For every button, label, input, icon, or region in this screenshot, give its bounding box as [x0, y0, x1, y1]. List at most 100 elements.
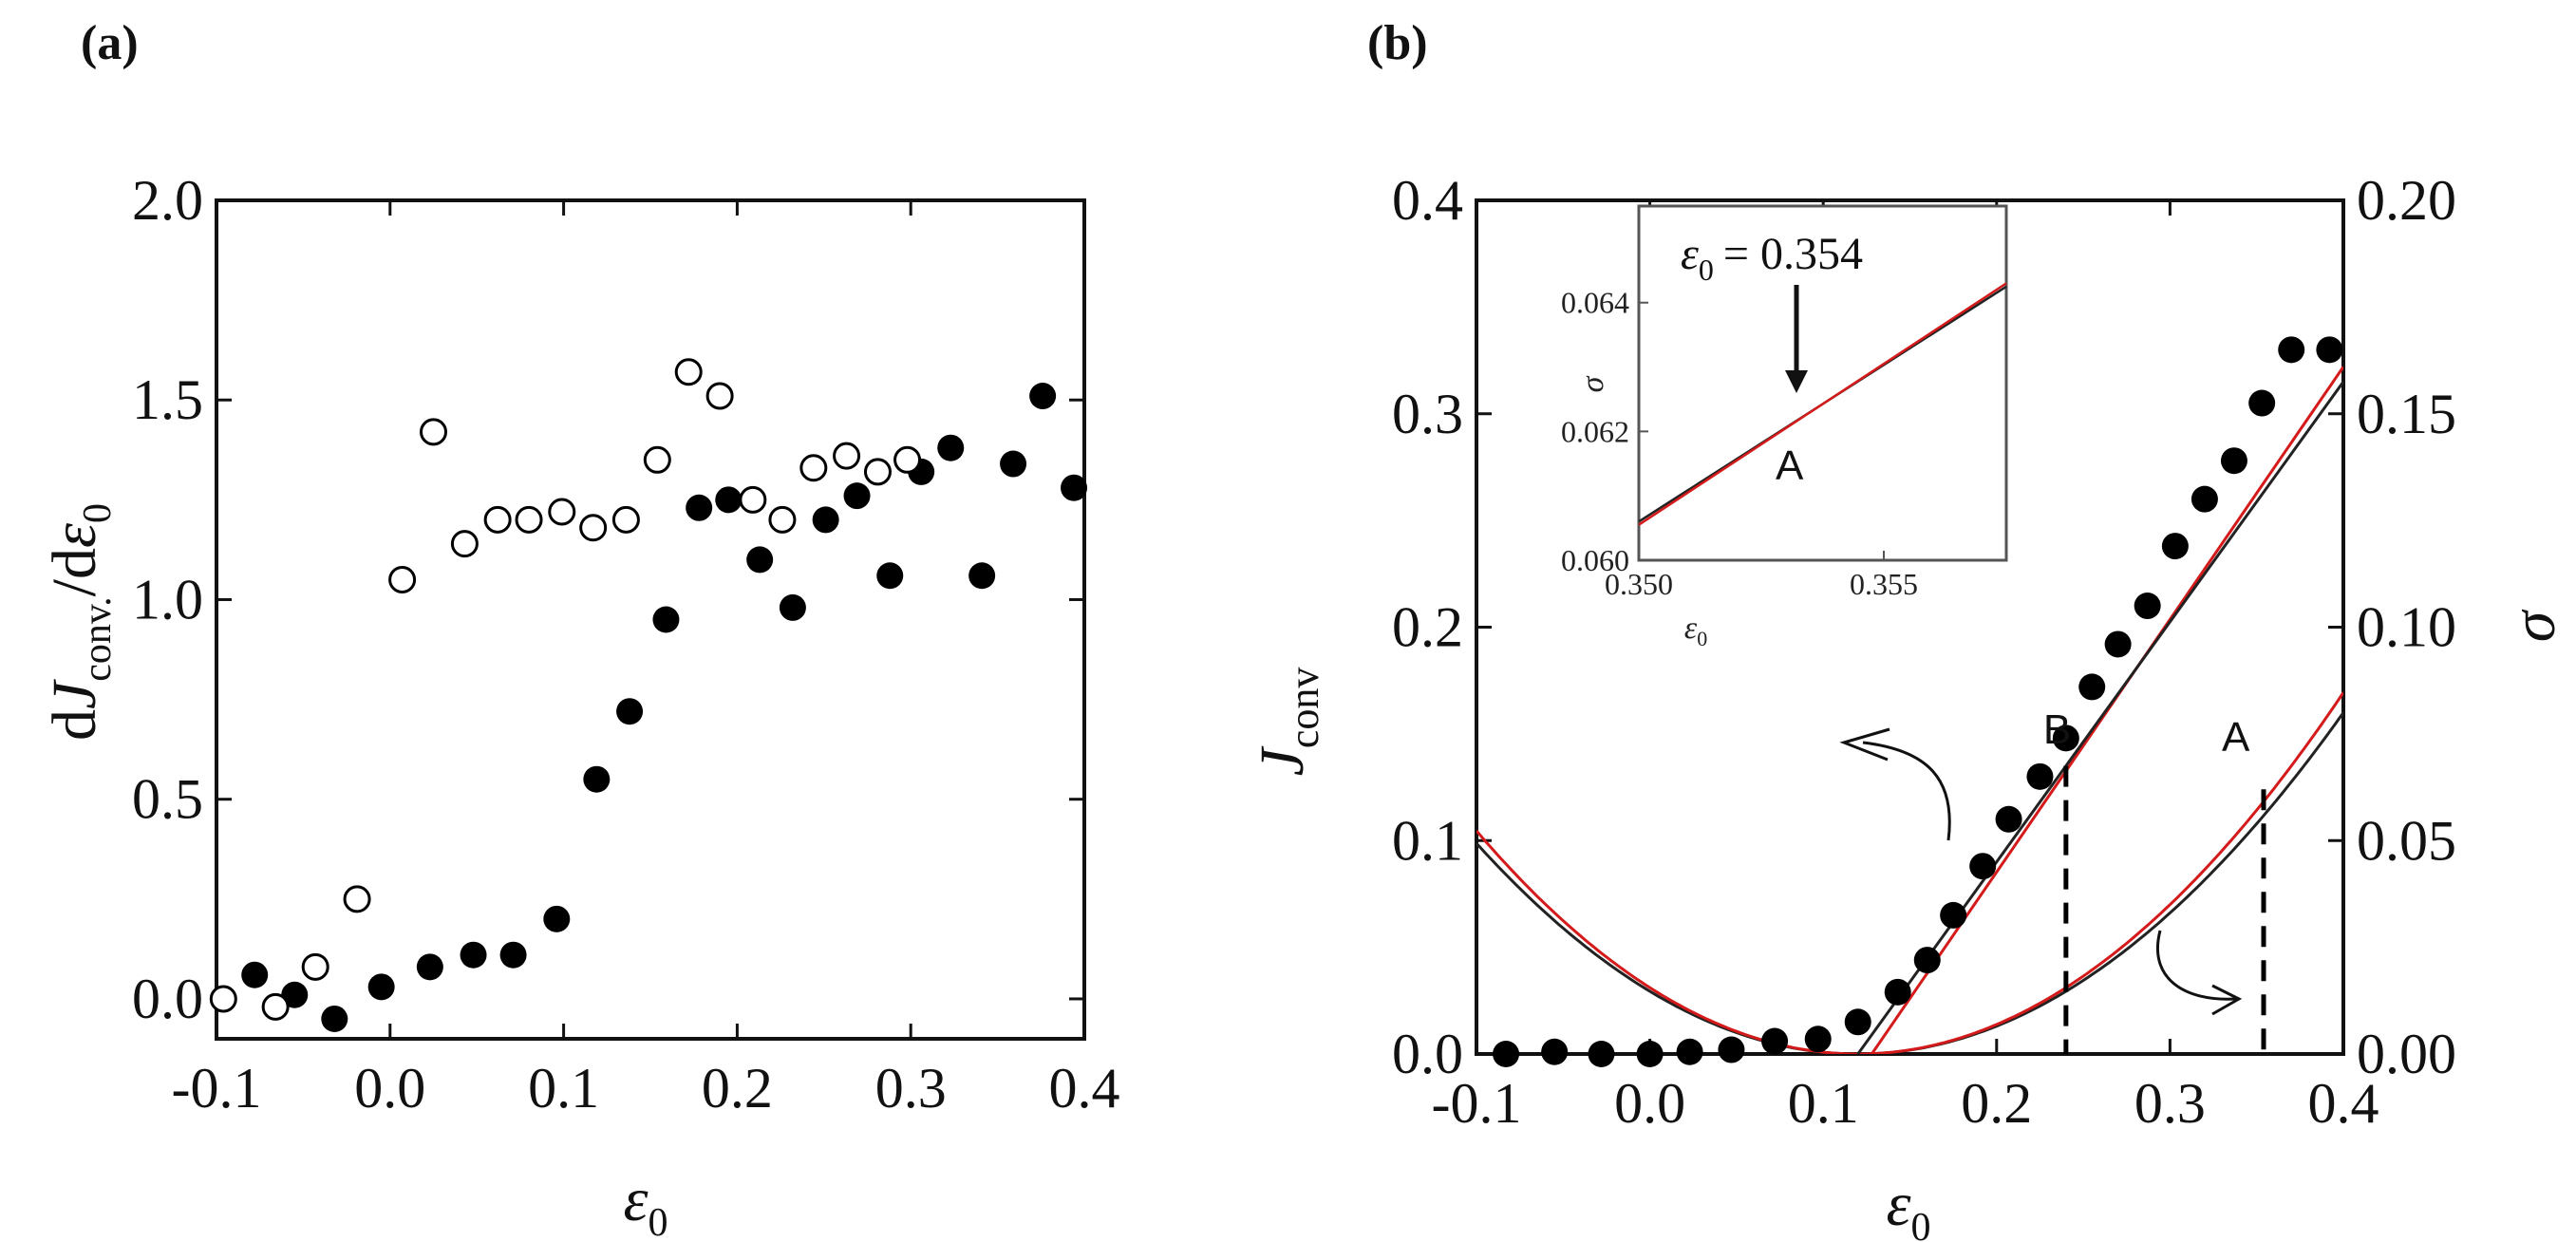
- filled-point: [367, 973, 395, 1001]
- inset-y-tick-label: 0.062: [1561, 414, 1629, 448]
- y-tick-label: 0.5: [132, 768, 203, 831]
- x-tick-label: 0.0: [1614, 1072, 1685, 1135]
- x-tick-label: 0.4: [2308, 1072, 2379, 1135]
- inset-lines: [1638, 282, 2007, 526]
- j-point: [2316, 336, 2343, 364]
- open-point: [674, 358, 703, 386]
- j-point: [2278, 336, 2305, 364]
- inset-line: [1638, 282, 2007, 526]
- x-tick-label: 0.0: [354, 1057, 425, 1120]
- filled-point: [968, 562, 996, 590]
- inset-frame: [1637, 204, 2008, 562]
- open-point: [388, 565, 417, 593]
- inset-annotation: ε0 = 0.354: [1681, 229, 1863, 287]
- filled-point: [843, 482, 871, 510]
- x-tick-label: 0.2: [702, 1057, 773, 1120]
- filled-point: [543, 905, 571, 932]
- x-tick-label: -0.1: [1432, 1072, 1522, 1135]
- filled-point: [937, 434, 965, 461]
- panel-b-ylabel-left: Jconv: [1248, 668, 1327, 777]
- y-right-tick-label: 0.05: [2357, 809, 2456, 872]
- y-tick-label: 0.0: [132, 968, 203, 1030]
- open-point: [209, 985, 237, 1013]
- inset-x-tick-label: 0.355: [1850, 567, 1918, 601]
- x-tick-label: 0.1: [528, 1057, 599, 1120]
- panel-a-frame: [215, 198, 1086, 1041]
- left-curved-arrow: [1862, 741, 1951, 841]
- j-point: [2161, 533, 2189, 560]
- inset-x-tick-label: 0.350: [1605, 567, 1673, 601]
- panel-b-chart: -0.1 0.0 0.1 0.2 0.3 0.40.00.10.20.30.40.000.…: [1248, 169, 2568, 1242]
- panel-b-label: (b): [1367, 16, 1428, 70]
- panel-a-xlabel: ε0: [623, 1165, 668, 1242]
- filled-point: [416, 953, 443, 981]
- filled-point: [1029, 383, 1057, 410]
- y-left-tick-label: 0.0: [1392, 1023, 1463, 1085]
- inset-y-tick-label: 0.064: [1561, 286, 1629, 320]
- j-point: [2026, 762, 2054, 790]
- open-point: [483, 505, 512, 534]
- panel-a-ylabel: dJconv./dε0: [40, 503, 120, 741]
- j-point: [1676, 1038, 1703, 1065]
- j-point: [1541, 1038, 1569, 1065]
- j-point: [2248, 389, 2276, 417]
- panel-b-lines: [1476, 366, 2343, 1054]
- inset-ticks: 0.350 0.355 0.060 0.062 0.064: [1561, 286, 1918, 601]
- sigma-curve: [1476, 691, 2343, 1054]
- filled-point: [1000, 450, 1027, 478]
- marker-a-label: A: [2222, 714, 2250, 761]
- filled-point: [241, 961, 269, 988]
- panel-a-ticks: -0.1 0.0 0.1 0.2 0.3 0.4 0.0 0.5 1.0 1.5 2.0: [132, 169, 1120, 1120]
- open-point: [833, 442, 861, 470]
- y-right-tick-label: 0.10: [2357, 596, 2456, 659]
- j-point: [2220, 447, 2247, 475]
- panel-a-points: [209, 358, 1088, 1032]
- y-left-tick-label: 0.4: [1392, 169, 1463, 232]
- j-point: [1636, 1041, 1664, 1067]
- y-left-tick-label: 0.3: [1392, 383, 1463, 445]
- inset-arrow-head: [1785, 370, 1808, 393]
- open-point: [515, 505, 543, 534]
- filled-point: [652, 606, 680, 633]
- panel-a-label: (a): [81, 16, 139, 70]
- j-point: [1884, 978, 1911, 1006]
- j-point: [1969, 853, 1997, 880]
- open-point: [799, 454, 828, 482]
- open-point: [548, 498, 576, 526]
- y-tick-label: 1.5: [132, 368, 203, 431]
- filled-point: [460, 941, 487, 969]
- open-point: [579, 514, 608, 542]
- open-point: [768, 505, 797, 534]
- panel-b-ylabel-right: σ: [2499, 609, 2568, 642]
- panel-b-xlabel: ε0: [1886, 1170, 1930, 1242]
- filled-point: [876, 562, 904, 590]
- panel-b-points: [1493, 336, 2343, 1067]
- panel-b-ticks: -0.1 0.0 0.1 0.2 0.3 0.40.00.10.20.30.40.000.…: [1392, 169, 2456, 1135]
- open-point: [450, 530, 479, 558]
- j-point: [1844, 1008, 1871, 1036]
- filled-point: [686, 494, 713, 521]
- j-point: [1761, 1027, 1789, 1055]
- inset-point-label: A: [1776, 442, 1804, 489]
- filled-point: [746, 546, 774, 574]
- j-point: [2104, 630, 2132, 658]
- j-point: [1493, 1041, 1520, 1067]
- open-point: [893, 445, 922, 474]
- j-fit-line: [1856, 381, 2343, 1054]
- j-point: [1718, 1036, 1745, 1063]
- open-point: [643, 445, 671, 474]
- open-point: [863, 458, 892, 486]
- x-tick-label: 0.2: [1961, 1072, 2032, 1135]
- y-tick-label: 1.0: [132, 568, 203, 630]
- x-tick-label: 0.1: [1788, 1072, 1859, 1135]
- filled-point: [499, 941, 527, 969]
- j-point: [2052, 724, 2079, 752]
- j-point: [1995, 805, 2022, 833]
- j-point: [1804, 1026, 1832, 1053]
- x-tick-label: 0.4: [1049, 1057, 1120, 1120]
- inset-xlabel: ε0: [1684, 611, 1707, 650]
- filled-point: [715, 486, 743, 514]
- j-point: [1940, 901, 1967, 929]
- open-point: [343, 885, 371, 913]
